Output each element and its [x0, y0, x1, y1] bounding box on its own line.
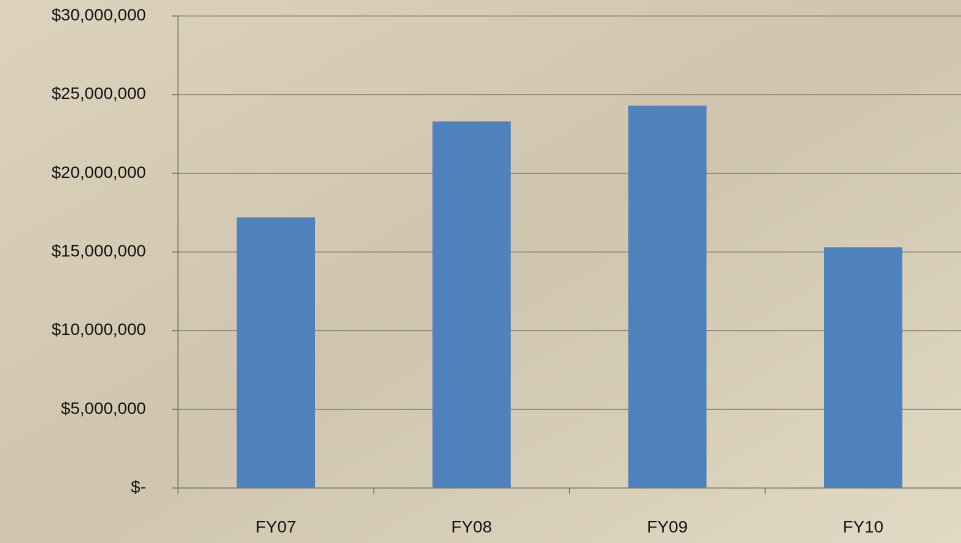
bar: [823, 247, 903, 488]
bar: [432, 121, 511, 488]
y-tick-label: $25,000,000: [51, 84, 146, 103]
bar: [628, 105, 707, 489]
x-tick-label: FY08: [451, 517, 492, 536]
x-tick-label: FY07: [256, 517, 297, 536]
x-tick-label: FY09: [647, 517, 688, 536]
x-tick-label: FY10: [843, 517, 884, 536]
y-tick-label: $-: [131, 477, 146, 496]
y-tick-label: $10,000,000: [51, 320, 146, 339]
bar: [236, 217, 316, 489]
y-tick-label: $5,000,000: [61, 399, 146, 418]
y-tick-label: $20,000,000: [51, 163, 146, 182]
y-tick-label: $30,000,000: [51, 5, 146, 24]
y-tick-label: $15,000,000: [51, 241, 146, 260]
